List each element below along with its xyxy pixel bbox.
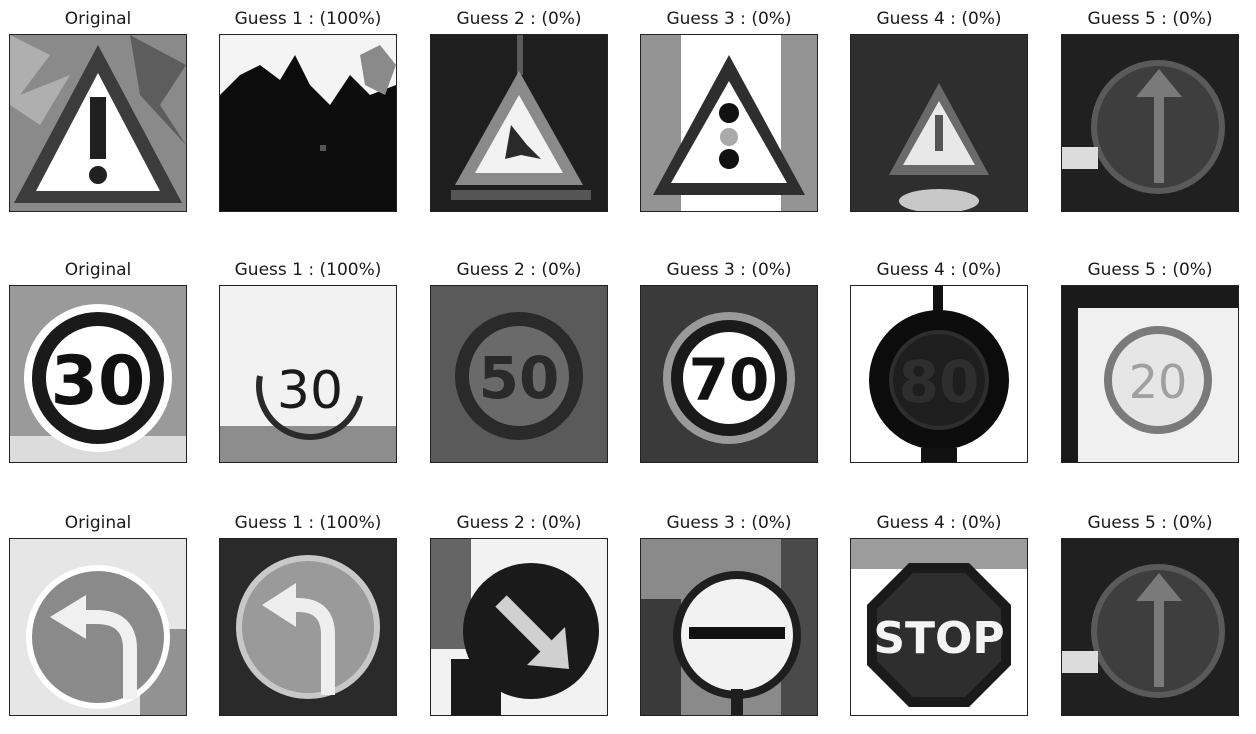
turn-left-ahead-sign-image [9,538,187,716]
sign-number: 30 [51,342,146,421]
guess-caption: Guess 5 : (0%) [1087,9,1213,29]
ahead-only-sign-image [1061,34,1239,212]
warning-triangle-sign-image [850,34,1028,212]
sign-number: 50 [479,344,560,412]
traffic-signals-sign-image [640,34,818,212]
road-silhouette-image [219,34,397,212]
stop-sign-image: STOP [850,538,1028,716]
speed-limit-30-sign-image: 30 [9,285,187,463]
ahead-only-sign-image [1061,538,1239,716]
general-caution-sign-image [9,34,187,212]
speed-limit-50-sign-image: 50 [430,285,608,463]
original-caption: Original [64,260,132,280]
guess-caption: Guess 4 : (0%) [876,260,1002,280]
original-caption: Original [64,9,132,29]
guess-caption: Guess 3 : (0%) [666,513,792,533]
keep-right-sign-image [430,538,608,716]
guess-caption: Guess 1 : (100%) [234,513,382,533]
stop-text: STOP [873,613,1004,664]
guess-caption: Guess 1 : (100%) [234,9,382,29]
guess-caption: Guess 2 : (0%) [456,513,582,533]
sign-number: 30 [277,361,343,421]
sign-number: 70 [689,346,770,414]
speed-limit-70-sign-image: 70 [640,285,818,463]
guess-caption: Guess 5 : (0%) [1087,513,1213,533]
sign-number: 80 [899,348,980,416]
guess-caption: Guess 2 : (0%) [456,260,582,280]
sign-number: 20 [1129,355,1188,409]
no-entry-sign-image [640,538,818,716]
guess-caption: Guess 4 : (0%) [876,9,1002,29]
guess-caption: Guess 2 : (0%) [456,9,582,29]
turn-left-ahead-sign-image [219,538,397,716]
guess-caption: Guess 3 : (0%) [666,260,792,280]
speed-limit-80-sign-image: 80 [850,285,1028,463]
guess-caption: Guess 1 : (100%) [234,260,382,280]
speed-limit-20-sign-image: 20 [1061,285,1239,463]
original-caption: Original [64,513,132,533]
guess-caption: Guess 5 : (0%) [1087,260,1213,280]
guess-caption: Guess 4 : (0%) [876,513,1002,533]
speed-limit-30-sign-image: 30 [219,285,397,463]
guess-caption: Guess 3 : (0%) [666,9,792,29]
road-work-sign-image [430,34,608,212]
